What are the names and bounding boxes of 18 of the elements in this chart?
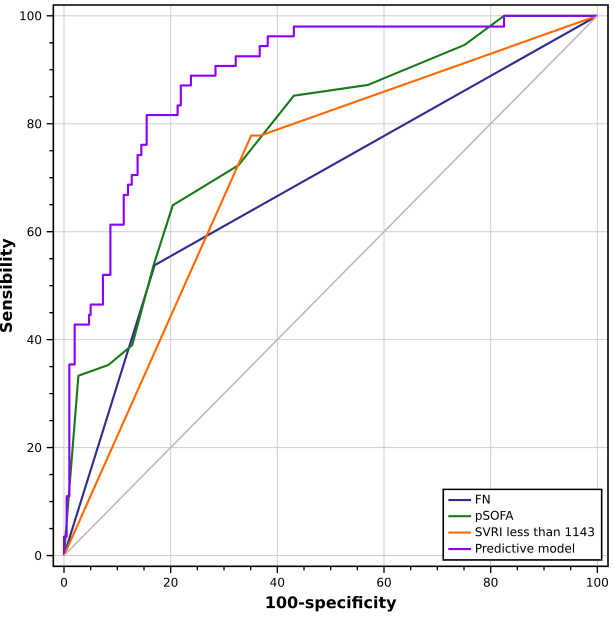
legend-label: pSOFA: [476, 510, 514, 522]
y-tick-label: 20: [28, 443, 42, 452]
y-tick-label: 60: [28, 227, 42, 236]
y-tick-label: 80: [28, 119, 42, 128]
y-tick-label: 0: [35, 551, 42, 560]
x-tick-label: 0: [60, 578, 68, 587]
y-tick-label: 40: [27, 335, 42, 344]
x-tick-label: 100: [587, 578, 608, 587]
x-tick-label: 80: [484, 578, 498, 587]
x-tick-label: 60: [377, 578, 391, 587]
x-axis-title: 100-specificity: [266, 596, 396, 612]
legend-label: SVRI less than 1143: [476, 527, 594, 536]
x-tick-label: 20: [164, 578, 178, 587]
y-tick-label: 100: [20, 11, 42, 20]
y-axis-title: Sensibility: [0, 238, 16, 332]
legend-label: Predictive model: [476, 543, 574, 553]
x-tick-label: 40: [270, 578, 284, 587]
legend-label: FN: [476, 494, 490, 504]
